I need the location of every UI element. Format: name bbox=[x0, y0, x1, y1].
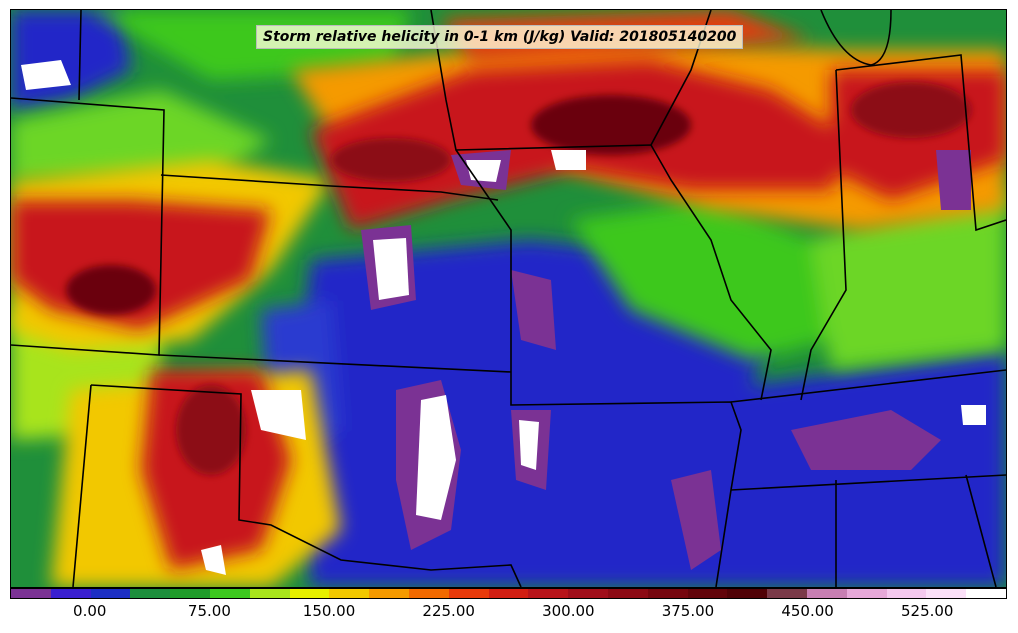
colorbar-segment bbox=[130, 589, 171, 598]
colorbar-segment bbox=[647, 589, 688, 598]
colorbar bbox=[10, 588, 1007, 599]
colorbar-segment bbox=[11, 589, 51, 598]
colorbar-tick-labels: 0.00 75.00 150.00 225.00 300.00 375.00 4… bbox=[10, 602, 1007, 624]
colorbar-segment bbox=[488, 589, 529, 598]
lake-michigan-shore bbox=[820, 10, 892, 66]
colorbar-segment bbox=[806, 589, 847, 598]
map-frame: Storm relative helicity in 0-1 km (J/kg)… bbox=[10, 9, 1007, 588]
colorbar-segment bbox=[767, 589, 807, 598]
colorbar-segment bbox=[329, 589, 370, 598]
state-boundaries bbox=[11, 10, 1006, 587]
colorbar-segment bbox=[568, 589, 608, 598]
helicity-field bbox=[11, 10, 1006, 587]
colorbar-segment bbox=[528, 589, 569, 598]
colorbar-segment bbox=[170, 589, 210, 598]
boundary-wyoming bbox=[78, 10, 82, 101]
colorbar-tick-label: 375.00 bbox=[661, 602, 715, 620]
colorbar-tick-label: 525.00 bbox=[900, 602, 954, 620]
map-title: Storm relative helicity in 0-1 km (J/kg)… bbox=[256, 25, 744, 49]
colorbar-segment bbox=[90, 589, 131, 598]
boundary-mississippi-alabama bbox=[730, 474, 1006, 491]
colorbar-tick-label: 75.00 bbox=[187, 602, 231, 620]
colorbar-segment bbox=[209, 589, 250, 598]
colorbar-segment bbox=[448, 589, 489, 598]
colorbar-tick-label: 150.00 bbox=[302, 602, 356, 620]
colorbar-segment bbox=[289, 589, 330, 598]
boundary-colorado bbox=[11, 97, 165, 356]
colorbar-tick-label: 450.00 bbox=[781, 602, 834, 620]
boundary-oklahoma bbox=[90, 384, 522, 587]
moderate-helicity-zone bbox=[11, 10, 1006, 440]
boundary-kansas-south bbox=[158, 354, 512, 373]
colorbar-segment bbox=[249, 589, 290, 598]
colorbar-segment bbox=[369, 589, 409, 598]
colorbar-segment bbox=[846, 589, 887, 598]
negative-helicity-patches bbox=[21, 60, 986, 575]
colorbar-tick-label: 225.00 bbox=[422, 602, 475, 620]
colorbar-segment bbox=[886, 589, 927, 598]
extreme-helicity-core bbox=[66, 82, 971, 475]
colorbar-segment bbox=[687, 589, 728, 598]
boundary-tennessee bbox=[730, 369, 1006, 403]
colorbar-segment bbox=[50, 589, 91, 598]
colorbar-tick-label: 0.00 bbox=[73, 602, 107, 620]
colorbar-segment bbox=[727, 589, 768, 598]
colorbar-segment bbox=[966, 589, 1006, 598]
colorbar-segment bbox=[926, 589, 967, 598]
colorbar-tick-label: 300.00 bbox=[542, 602, 595, 620]
colorbar-segment bbox=[408, 589, 449, 598]
helicity-map bbox=[11, 10, 1006, 587]
boundary-texas-panhandle bbox=[72, 384, 92, 587]
boundary-indiana-ohio bbox=[835, 54, 1006, 232]
colorbar-segment bbox=[607, 589, 648, 598]
boundary-alabama-georgia bbox=[965, 474, 997, 587]
boundary-nebraska-south bbox=[160, 174, 499, 201]
boundary-arkansas bbox=[510, 372, 742, 587]
boundary-illinois-indiana bbox=[800, 69, 847, 401]
